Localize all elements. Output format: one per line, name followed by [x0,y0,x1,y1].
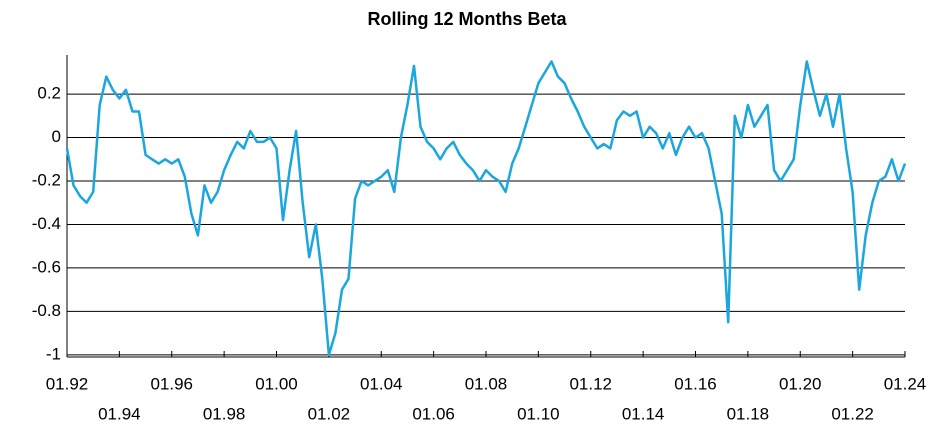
x-tick-label: 01.10 [517,404,560,423]
x-tick-label: 01.02 [308,404,351,423]
y-tick-label: -0.6 [32,257,61,276]
x-tick-label: 01.96 [150,374,193,393]
x-tick-label: 01.06 [412,404,455,423]
x-tick-label: 01.92 [46,374,89,393]
y-tick-label: 0 [52,127,61,146]
data-line [65,60,907,357]
x-tick-label: 01.18 [727,404,770,423]
y-tick-label: -0.4 [32,214,61,233]
x-tick-label: 01.20 [779,374,822,393]
y-tick-label: -0.8 [32,301,61,320]
x-tick-label: 01.22 [831,404,874,423]
chart-title: Rolling 12 Months Beta [367,9,567,29]
x-tick-label: 01.98 [203,404,246,423]
x-tick-label: 01.24 [884,374,927,393]
y-tick-label: 0.2 [37,84,61,103]
x-tick-label: 01.16 [674,374,717,393]
x-tick-label: 01.14 [622,404,665,423]
x-tick-label: 01.94 [98,404,141,423]
x-tick-label: 01.04 [360,374,403,393]
x-tick-label: 01.12 [569,374,612,393]
y-tick-label: -0.2 [32,170,61,189]
x-tick-label: 01.00 [255,374,298,393]
y-tick-label: -1 [46,344,61,363]
x-tick-label: 01.08 [465,374,508,393]
